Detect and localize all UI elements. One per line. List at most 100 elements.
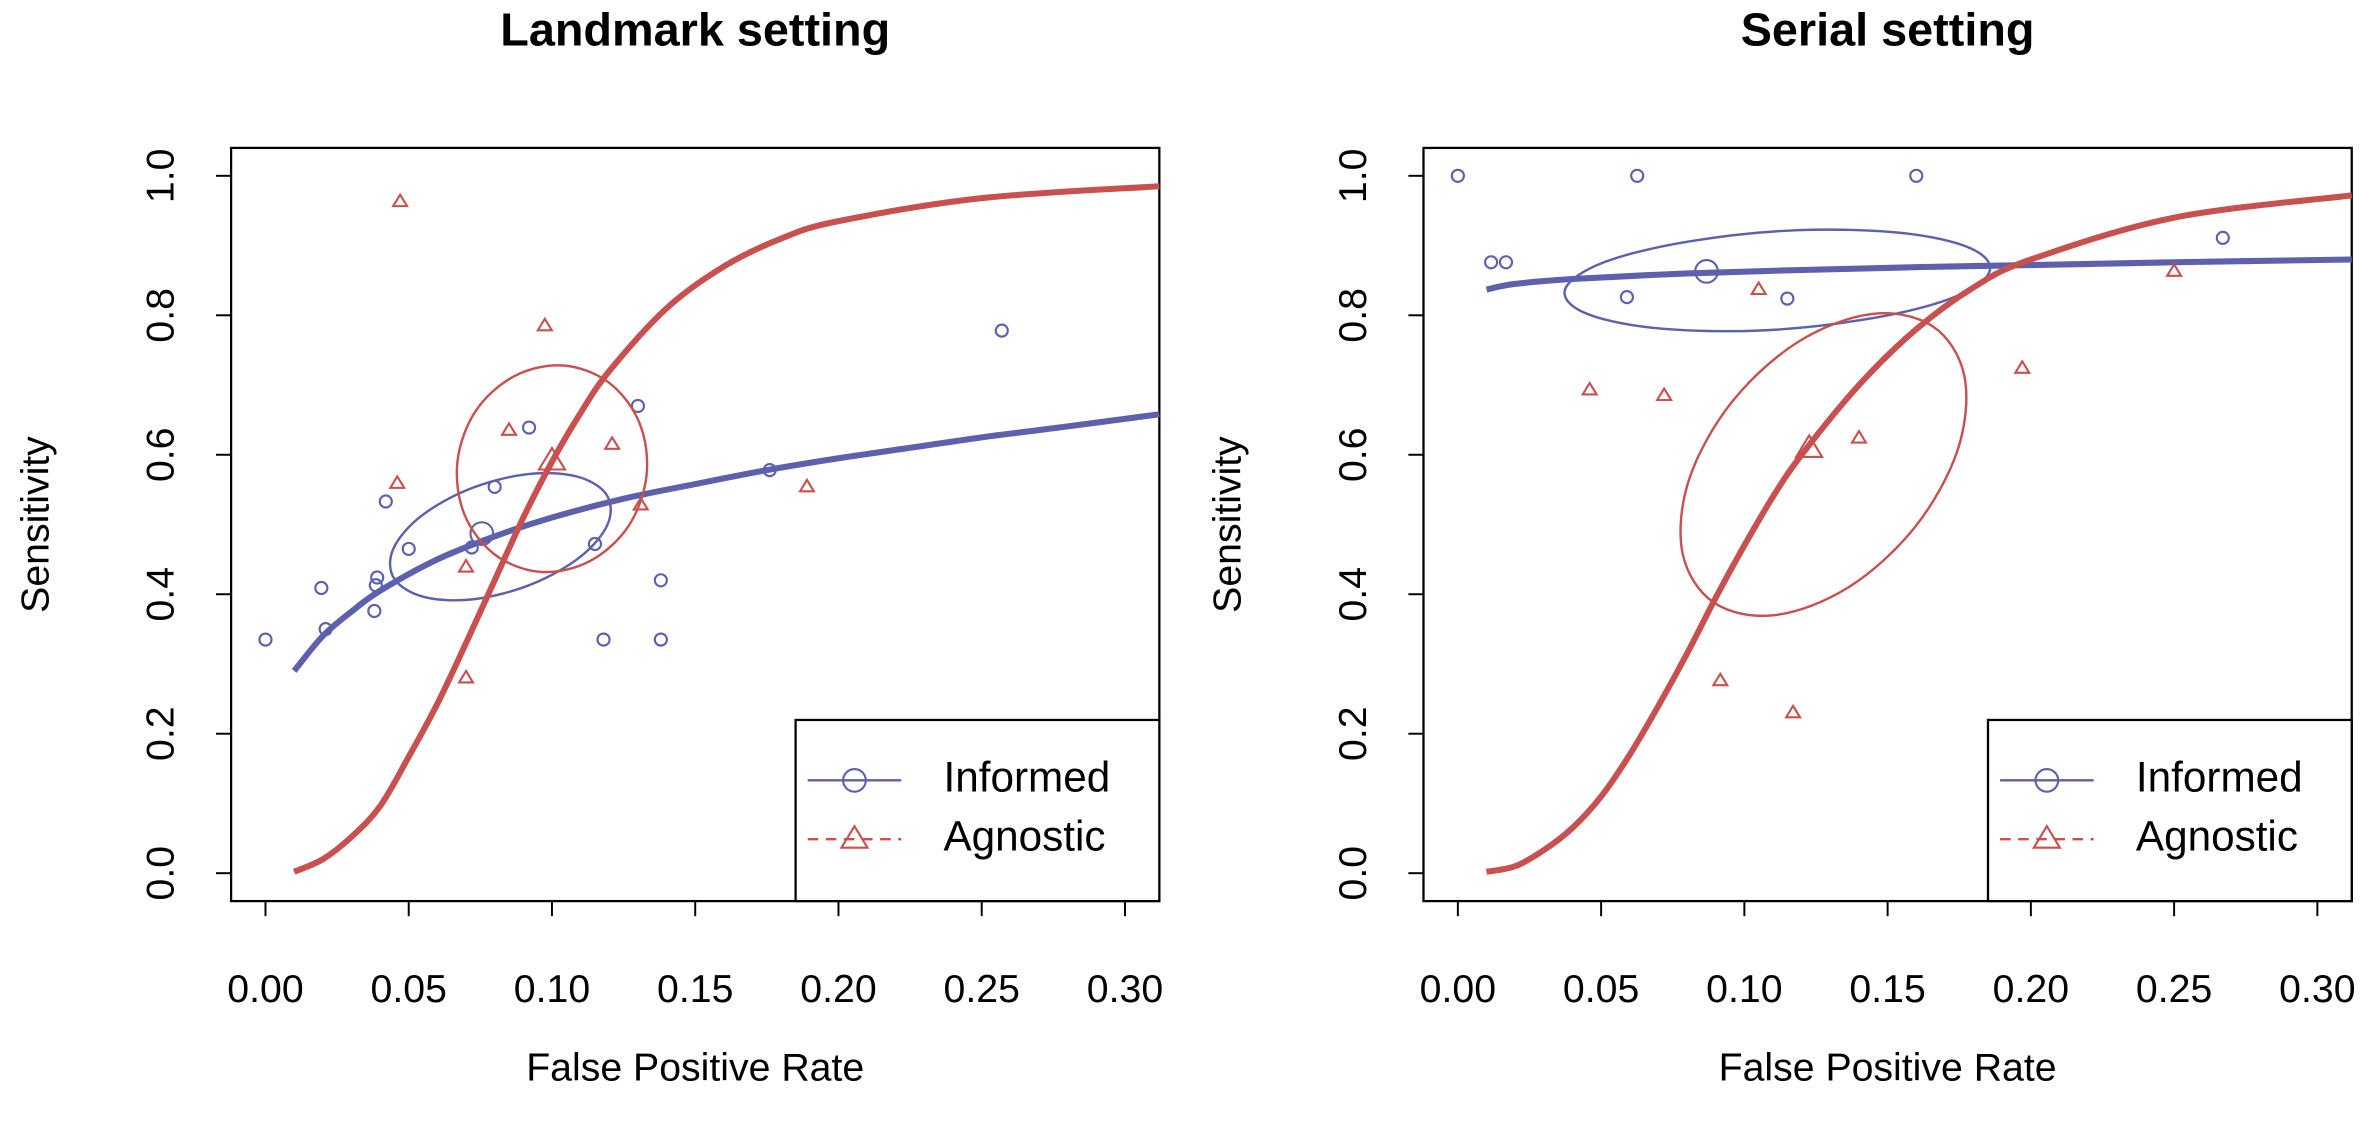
x-tick-label: 0.25 [944,967,1020,1011]
x-tick-label: 0.30 [1087,967,1163,1011]
circle-marker [1619,290,1634,305]
x-axis-label: False Positive Rate [1719,1046,2057,1090]
x-axis-label: False Positive Rate [526,1046,864,1090]
triangle-marker [1749,280,1768,296]
circle-marker [653,573,668,588]
summary-curve [1485,256,2352,293]
triangle-marker [1580,380,1599,396]
x-tick-label: 0.15 [657,967,733,1011]
triangle-marker [603,435,621,450]
x-tick-label: 0.25 [2136,967,2212,1011]
circle-marker [1498,255,1514,270]
triangle-marker [457,558,475,573]
x-tick-label: 0.20 [1993,967,2069,1011]
y-tick-label: 0.0 [1331,846,1375,901]
circle-marker [1450,168,1465,183]
x-tick-label: 0.05 [371,967,447,1011]
x-tick-label: 0.20 [800,967,876,1011]
x-tick-label: 0.10 [514,967,590,1011]
legend: Informed Agnostic [1986,718,2353,903]
chart-panel: Serial setting False Positive Rate Sensiti… [1206,3,2356,1089]
x-tick-label: 0.30 [2279,967,2355,1011]
circle-marker [401,541,416,557]
y-tick-label: 0.2 [139,706,183,761]
y-tick-label: 0.4 [139,567,183,622]
y-tick-label: 1.0 [139,149,183,204]
triangle-marker [631,495,650,511]
chart-title: Landmark setting [500,3,890,55]
y-tick-label: 0.4 [1331,567,1375,622]
triangle-marker [1784,703,1802,719]
y-tick-label: 0.6 [139,427,183,482]
circle-marker [587,536,603,552]
x-tick-label: 0.05 [1563,967,1639,1011]
y-tick-label: 0.8 [1331,288,1375,343]
summary-point [1694,258,1719,284]
y-tick-label: 1.0 [1331,149,1375,204]
circle-marker [994,323,1009,338]
triangle-marker [500,421,518,436]
triangle-marker [535,316,554,332]
triangle-marker [388,474,407,489]
circle-marker [314,580,329,596]
triangle-marker [457,668,475,684]
legend-marker [842,767,867,793]
summary-curve [1485,192,2353,875]
legend-label: Agnostic [944,812,1106,859]
circle-marker [1780,291,1795,306]
triangle-marker [2013,359,2032,374]
y-axis-label: Sensitivity [13,436,57,613]
circle-marker [653,632,668,647]
x-tick-label: 0.00 [1420,967,1496,1011]
circle-marker [1909,168,1924,183]
triangle-marker [1711,671,1730,687]
circle-marker [2215,230,2230,245]
legend-box [794,718,1161,903]
legend-label: Agnostic [2136,812,2298,859]
y-tick-label: 0.6 [1331,427,1375,482]
circle-marker [596,632,611,647]
circle-marker [368,578,383,593]
legend-marker [2031,824,2062,849]
chart-title: Serial setting [1741,3,2035,55]
triangle-marker [1850,429,1868,444]
confidence-region [455,364,649,574]
summary-point [1794,433,1825,459]
legend: Informed Agnostic [794,718,1161,903]
summary-point [537,445,567,471]
triangle-marker [1655,386,1673,402]
circle-marker [521,420,537,435]
circle-marker [762,463,777,478]
legend-marker [2034,767,2060,793]
chart-panel: Landmark setting False Positive Rate Sensi… [13,3,1163,1089]
triangle-marker [2165,262,2183,277]
summary-point [469,521,495,546]
legend-label: Informed [944,753,1111,800]
legend-label: Informed [2136,753,2303,800]
circle-marker [318,622,333,637]
x-tick-label: 0.00 [227,967,303,1011]
circle-marker [1484,255,1499,270]
triangle-marker [391,192,409,208]
y-tick-label: 0.2 [1331,706,1375,761]
circle-marker [370,570,385,585]
circle-marker [1630,168,1645,183]
circle-marker [464,540,479,555]
legend-marker [839,824,870,849]
circle-marker [258,632,273,647]
x-tick-label: 0.15 [1849,967,1925,1011]
legend-box [1986,718,2353,903]
triangle-marker [798,477,816,493]
circle-marker [367,603,382,619]
y-tick-label: 0.0 [139,846,183,901]
circle-marker [487,479,502,494]
summary-curve [292,183,1160,875]
y-axis-label: Sensitivity [1206,436,1250,613]
confidence-region [1563,228,1992,333]
summary-curve [291,411,1160,673]
x-tick-label: 0.10 [1706,967,1782,1011]
y-tick-label: 0.8 [139,288,183,343]
circle-marker [378,494,393,509]
